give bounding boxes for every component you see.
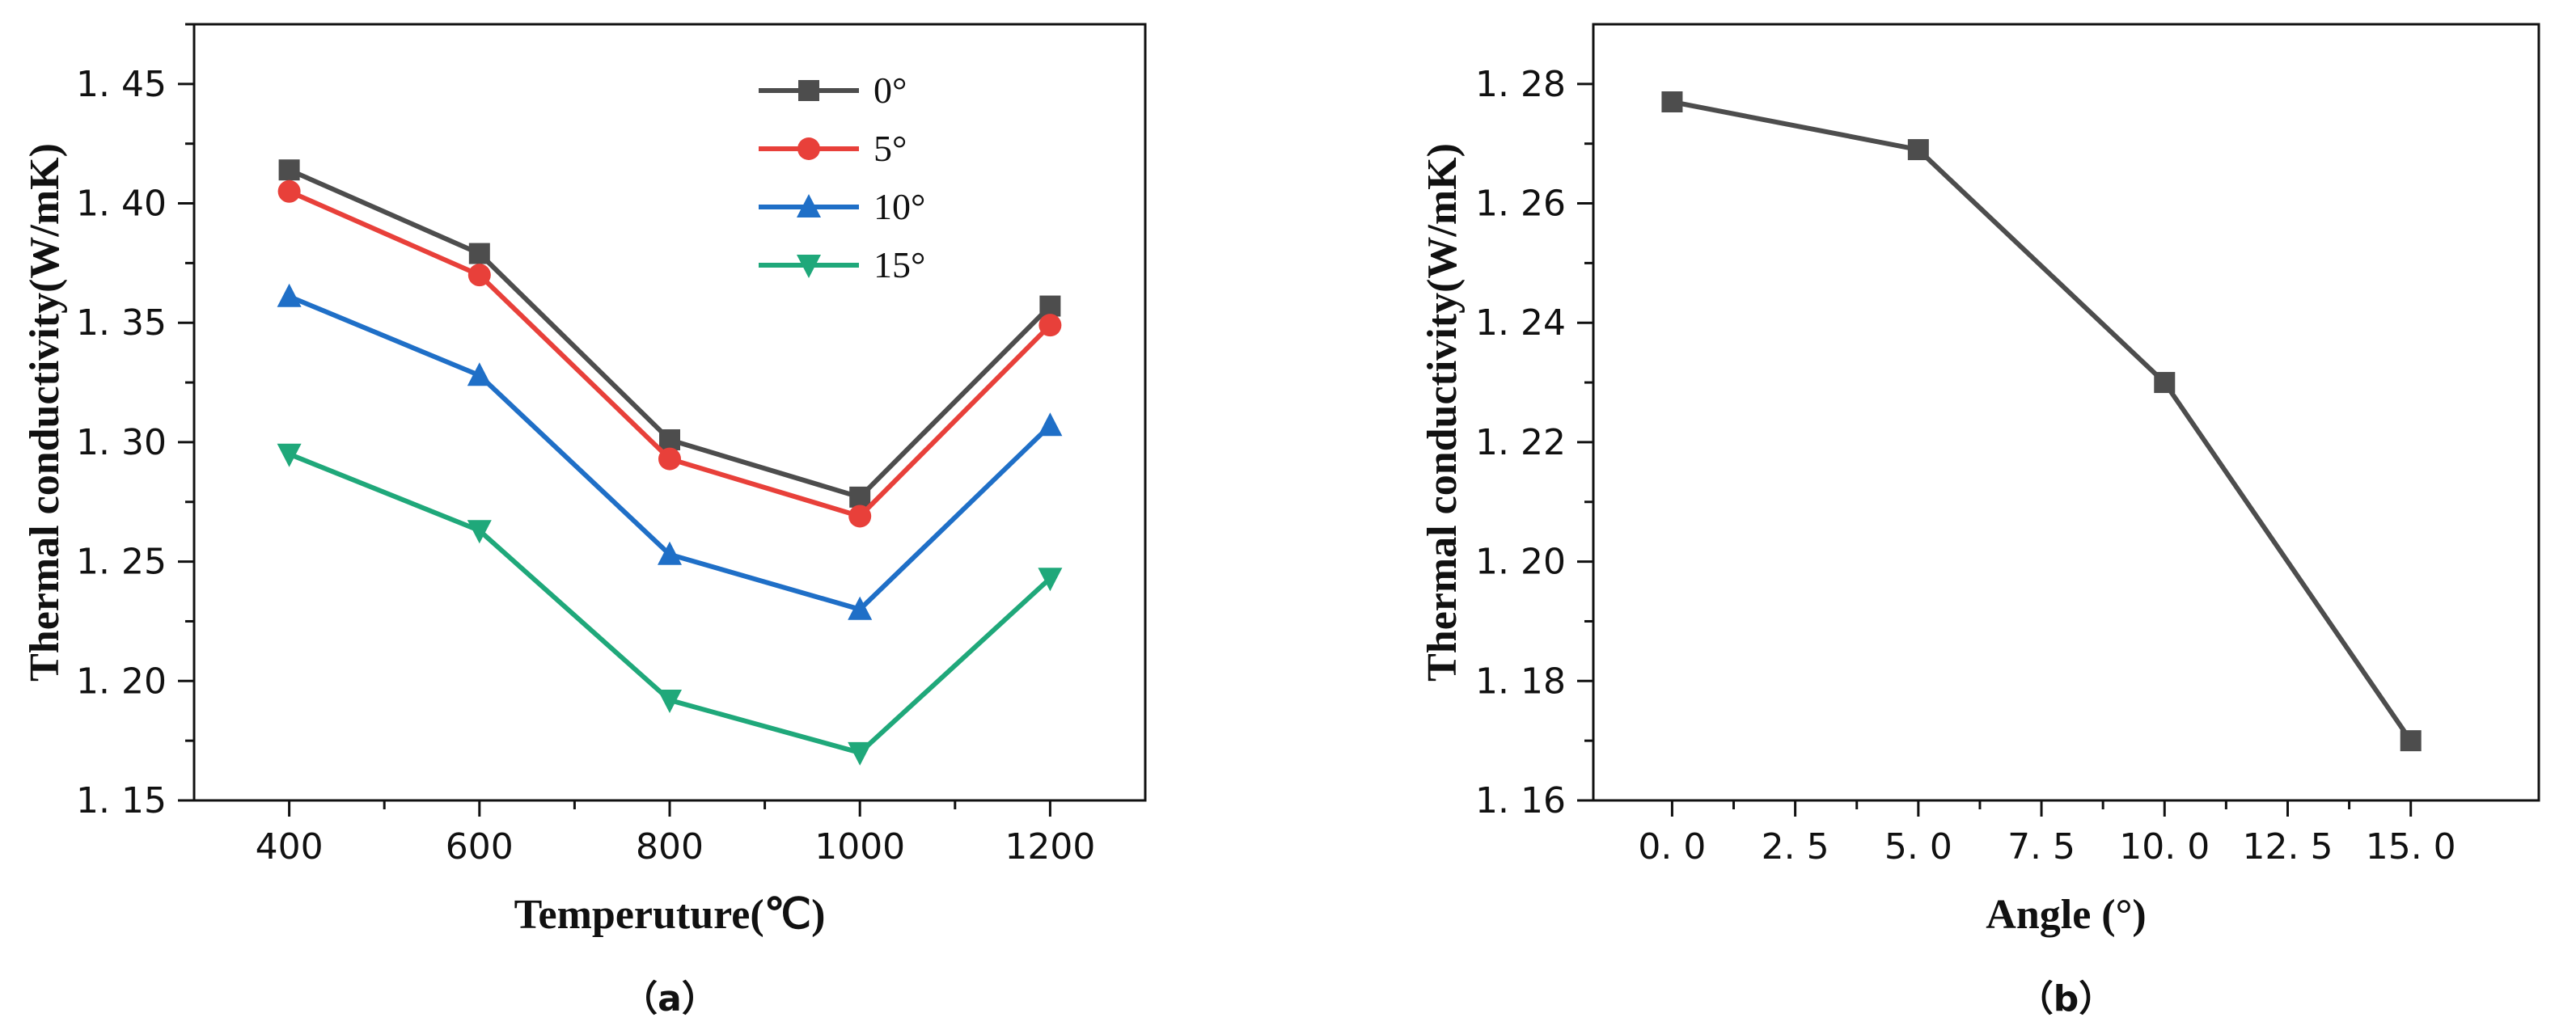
data-point <box>277 283 302 307</box>
legend-label: 5° <box>873 128 907 169</box>
data-point <box>467 264 491 287</box>
x-tick-label: 800 <box>636 826 704 868</box>
data-point <box>1038 314 1062 337</box>
panel-b-series <box>1661 91 2422 752</box>
data-point <box>1038 412 1063 437</box>
data-point <box>467 362 492 386</box>
x-tick-label: 0. 0 <box>1638 826 1706 868</box>
data-point <box>1907 139 1929 161</box>
data-point <box>277 179 301 203</box>
x-tick-label: 12. 5 <box>2243 826 2333 868</box>
x-tick-label: 400 <box>256 826 324 868</box>
legend-label: 10° <box>873 186 925 227</box>
panel-b-y-axis-title: Thermal conductivity(W/mK) <box>1419 143 1466 682</box>
data-point <box>848 596 873 620</box>
data-point <box>1661 91 1683 112</box>
data-point <box>1038 568 1063 592</box>
y-tick-label: 1. 16 <box>1475 780 1566 821</box>
data-point <box>278 159 300 181</box>
x-tick-label: 2. 5 <box>1762 826 1829 868</box>
x-tick-label: 600 <box>446 826 514 868</box>
y-tick-label: 1. 35 <box>76 302 167 344</box>
x-tick-label: 1200 <box>1005 826 1095 868</box>
y-tick-label: 1. 26 <box>1475 184 1566 225</box>
y-tick-label: 1. 30 <box>76 422 167 463</box>
panel-a-chart: 400 600 800 1000 1200 1. 15 1. 20 1. 25 1. 30 1. … <box>22 23 1147 1020</box>
y-tick-label: 1. 20 <box>76 661 167 702</box>
data-point <box>848 741 873 766</box>
panel-a-y-axis-title: Thermal conductivity(W/mK) <box>22 143 68 682</box>
panel-b-label: （b） <box>2018 978 2115 1020</box>
y-tick-label: 1. 15 <box>76 780 167 821</box>
data-point <box>1039 295 1061 317</box>
legend-marker <box>797 137 820 160</box>
data-point <box>658 447 681 471</box>
x-tick-label: 15. 0 <box>2366 826 2456 868</box>
panel-b-ticks: 0. 0 2. 5 5. 0 7. 5 10. 0 12. 5 15. 0 1. 16 1. 1… <box>1475 64 2456 868</box>
y-tick-label: 1. 24 <box>1475 302 1566 344</box>
panel-a-legend: 0° 5° 10° 15° <box>759 70 925 285</box>
data-point <box>848 505 872 528</box>
data-point <box>277 443 302 467</box>
y-tick-label: 1. 28 <box>1475 64 1566 105</box>
panel-a-label: （a） <box>622 978 717 1020</box>
legend-marker <box>798 80 819 101</box>
legend-label: 15° <box>873 244 925 285</box>
x-tick-label: 7. 5 <box>2007 826 2075 868</box>
x-tick-label: 1000 <box>814 826 905 868</box>
legend-marker <box>797 255 821 278</box>
y-tick-label: 1. 45 <box>76 64 167 105</box>
data-point <box>658 689 682 713</box>
legend-marker <box>797 194 821 217</box>
panel-b-plot-frame <box>1592 23 2540 802</box>
panel-a-x-axis-title: Temperuture(℃) <box>514 892 826 938</box>
panel-a-ticks: 400 600 800 1000 1200 1. 15 1. 20 1. 25 1. 30 1. … <box>76 23 1095 868</box>
panel-a-series <box>277 159 1063 766</box>
y-tick-label: 1. 22 <box>1475 422 1566 463</box>
data-point <box>2400 730 2422 752</box>
data-point <box>659 429 680 450</box>
x-tick-label: 5. 0 <box>1884 826 1952 868</box>
data-point <box>849 486 871 508</box>
y-tick-label: 1. 18 <box>1475 661 1566 702</box>
panel-a-plot-frame <box>192 23 1147 802</box>
panel-b-x-axis-title: Angle (°) <box>1986 892 2146 938</box>
x-tick-label: 10. 0 <box>2119 826 2210 868</box>
y-tick-label: 1. 20 <box>1475 542 1566 583</box>
y-tick-label: 1. 40 <box>76 184 167 225</box>
legend-label: 0° <box>873 70 907 111</box>
data-point <box>2154 372 2176 394</box>
data-point <box>467 520 492 544</box>
series-line <box>1671 99 2413 742</box>
y-tick-label: 1. 25 <box>76 542 167 583</box>
data-point <box>658 541 682 565</box>
panel-b-chart: 0. 0 2. 5 5. 0 7. 5 10. 0 12. 5 15. 0 1. 16 1. 1… <box>1419 23 2540 1020</box>
data-point <box>468 243 490 264</box>
